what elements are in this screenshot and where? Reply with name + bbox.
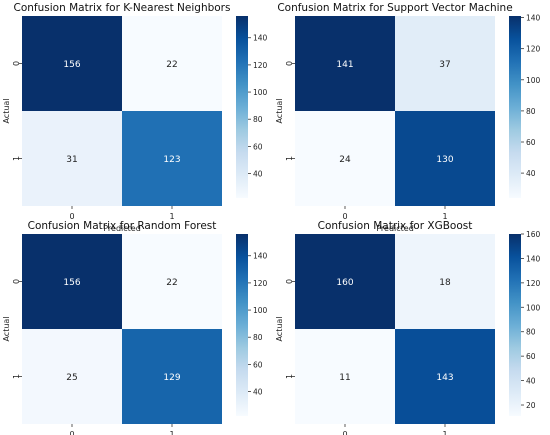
x-axis-label: Predicted	[376, 224, 414, 233]
cell-value-label: 123	[163, 155, 180, 165]
cell-value-label: 130	[436, 155, 453, 165]
chart-title: Confusion Matrix for K-Nearest Neighbors	[14, 2, 231, 14]
cell-value-label: 129	[163, 373, 180, 383]
y-tick-label: 1	[12, 156, 21, 161]
cell-value-label: 18	[439, 278, 451, 288]
cell-value-label: 141	[336, 60, 353, 70]
heatmap-cell-0-0	[22, 16, 122, 111]
colorbar-tick-label: 120	[253, 61, 268, 70]
colorbar-tick-label: 80	[253, 333, 263, 342]
colorbar-tick-label: 100	[253, 88, 268, 97]
cell-value-label: 31	[66, 155, 77, 165]
y-axis-label: Actual	[2, 316, 11, 341]
heatmap-cell-0-1	[122, 16, 222, 111]
heatmap-cell-1-1	[395, 329, 495, 424]
colorbar-tick-label: 60	[253, 360, 263, 369]
cell-value-label: 156	[63, 278, 80, 288]
cell-value-label: 160	[336, 278, 353, 288]
x-tick-label: 1	[169, 430, 174, 435]
cell-value-label: 143	[436, 373, 453, 383]
heatmap-cell-0-0	[295, 16, 395, 111]
cell-value-label: 22	[166, 278, 177, 288]
heatmap-cell-1-1	[395, 111, 495, 206]
x-tick-label: 0	[69, 430, 74, 435]
heatmap-cell-1-0	[22, 111, 122, 206]
colorbar-tick-label: 40	[253, 388, 263, 397]
x-tick-label: 1	[442, 212, 447, 221]
cell-value-label: 11	[339, 373, 350, 383]
x-tick-label: 0	[342, 212, 347, 221]
y-tick-label: 0	[285, 61, 294, 66]
colorbar-tick-label: 60	[526, 352, 536, 361]
heatmap-panel-3: Confusion Matrix for Random Forest 156 22 2…	[2, 220, 268, 435]
x-tick-label: 0	[69, 212, 74, 221]
cell-value-label: 156	[63, 60, 80, 70]
y-axis-label: Actual	[275, 316, 284, 341]
colorbar-tick-label: 40	[526, 377, 536, 386]
colorbar-tick-label: 120	[526, 45, 541, 54]
colorbar	[509, 234, 521, 416]
colorbar-tick-label: 100	[526, 76, 541, 85]
colorbar-tick-label: 120	[526, 279, 541, 288]
colorbar-tick-label: 80	[526, 328, 536, 337]
colorbar-tick-label: 120	[253, 279, 268, 288]
colorbar-tick-label: 160	[526, 230, 541, 239]
x-tick-label: 1	[169, 212, 174, 221]
colorbar-tick-label: 60	[526, 138, 536, 147]
colorbar-tick-label: 80	[526, 107, 536, 116]
heatmap-panel-2: Confusion Matrix for Support Vector Mach…	[275, 2, 541, 233]
colorbar-tick-label: 140	[253, 34, 268, 43]
colorbar-tick-label: 60	[253, 142, 263, 151]
y-axis-label: Actual	[275, 98, 284, 123]
x-axis-label: Predicted	[103, 224, 141, 233]
cell-value-label: 24	[339, 155, 351, 165]
x-tick-label: 1	[442, 430, 447, 435]
colorbar-tick-label: 100	[253, 306, 268, 315]
y-axis-label: Actual	[2, 98, 11, 123]
chart-title: Confusion Matrix for XGBoost	[318, 220, 473, 232]
heatmap-cell-1-0	[295, 329, 395, 424]
colorbar-tick-label: 140	[253, 252, 268, 261]
cell-value-label: 25	[66, 373, 77, 383]
heatmap-cell-0-0	[22, 234, 122, 329]
y-tick-label: 1	[285, 156, 294, 161]
colorbar	[236, 234, 248, 416]
x-tick-label: 0	[342, 430, 347, 435]
colorbar-tick-label: 140	[526, 14, 541, 23]
cell-value-label: 37	[439, 60, 450, 70]
chart-title: Confusion Matrix for Random Forest	[28, 220, 217, 232]
colorbar-tick-label: 40	[526, 169, 536, 178]
y-tick-label: 0	[12, 279, 21, 284]
y-tick-label: 1	[285, 374, 294, 379]
heatmap-cell-1-1	[122, 111, 222, 206]
heatmap-cell-0-1	[395, 234, 495, 329]
heatmap-cell-0-0	[295, 234, 395, 329]
heatmap-cell-0-1	[122, 234, 222, 329]
y-tick-label: 1	[12, 374, 21, 379]
colorbar	[236, 16, 248, 198]
y-tick-label: 0	[285, 279, 294, 284]
colorbar-tick-label: 40	[253, 170, 263, 179]
colorbar-tick-label: 20	[526, 401, 536, 410]
heatmap-cell-1-1	[122, 329, 222, 424]
cell-value-label: 22	[166, 60, 177, 70]
heatmap-cell-1-0	[22, 329, 122, 424]
colorbar	[509, 16, 521, 198]
y-tick-label: 0	[12, 61, 21, 66]
chart-title: Confusion Matrix for Support Vector Mach…	[277, 2, 512, 14]
colorbar-tick-label: 140	[526, 254, 541, 263]
heatmap-cell-1-0	[295, 111, 395, 206]
heatmap-panel-1: Confusion Matrix for K-Nearest Neighbors…	[2, 2, 268, 233]
heatmap-cell-0-1	[395, 16, 495, 111]
colorbar-tick-label: 80	[253, 115, 263, 124]
colorbar-tick-label: 100	[526, 303, 541, 312]
